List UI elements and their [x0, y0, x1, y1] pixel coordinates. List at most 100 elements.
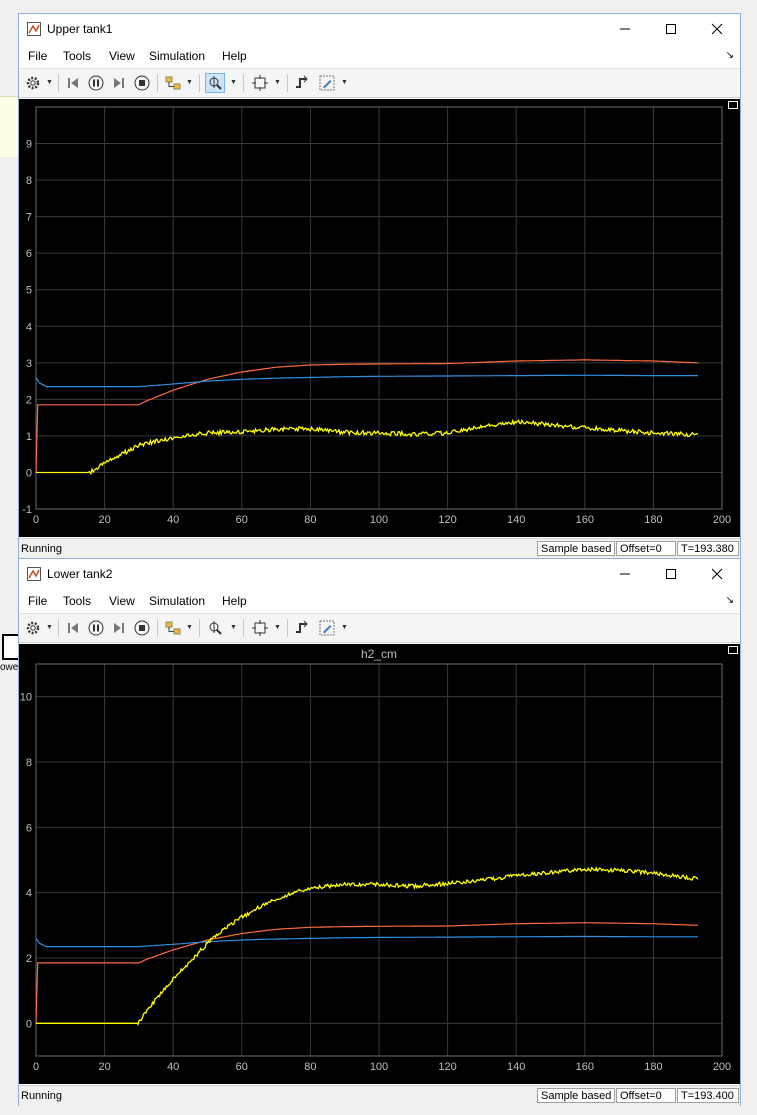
- background-model-block[interactable]: owe: [0, 630, 20, 678]
- zoom-button[interactable]: [205, 73, 225, 93]
- menu-tools[interactable]: Tools: [63, 49, 92, 63]
- settings-button[interactable]: [23, 73, 43, 93]
- menu-simulation[interactable]: Simulation: [149, 594, 206, 608]
- stop-icon: [134, 620, 150, 636]
- y-tick-label: 2: [26, 394, 32, 406]
- restore-layout-icon[interactable]: [728, 101, 738, 109]
- chevron-down-icon[interactable]: ▼: [186, 79, 193, 86]
- toolbar-separator: [58, 74, 59, 92]
- chevron-down-icon[interactable]: ▼: [341, 624, 348, 631]
- close-button[interactable]: [694, 14, 740, 44]
- stop-button[interactable]: [132, 73, 152, 93]
- triggers-button[interactable]: [292, 73, 312, 93]
- autoscale-button[interactable]: [250, 618, 270, 638]
- simulation-status: Running: [21, 1090, 62, 1102]
- chevron-down-icon[interactable]: ▼: [341, 79, 348, 86]
- toolbar-separator: [157, 74, 158, 92]
- chevron-down-icon[interactable]: ▼: [274, 79, 281, 86]
- window-title: Upper tank1: [47, 22, 113, 36]
- toolbar-separator: [243, 74, 244, 92]
- stop-button[interactable]: [132, 618, 152, 638]
- scope-app-icon: [27, 567, 41, 581]
- style-button[interactable]: [317, 618, 337, 638]
- plot-frame: [35, 106, 723, 510]
- y-tick-label: 10: [20, 692, 32, 704]
- maximize-button[interactable]: [648, 14, 694, 44]
- menu-help[interactable]: Help: [222, 594, 247, 608]
- minimize-button[interactable]: [602, 559, 648, 589]
- scope-plot-area[interactable]: 0 20 40 60 80 100 120 140 160 180 200 -1 0 1 2 3 4 5 6 7 8 9: [19, 99, 740, 537]
- chevron-down-icon[interactable]: ▼: [186, 624, 193, 631]
- menu-tools[interactable]: Tools: [63, 594, 92, 608]
- scope-plot-area[interactable]: h2_cm 0 20 40 60 80 100 120 140 160 180 200 0 2 4 6 8 10: [19, 644, 740, 1084]
- close-icon: [711, 568, 723, 580]
- close-button[interactable]: [694, 559, 740, 589]
- y-tick-label: 4: [26, 888, 32, 900]
- menu-bar: File Tools View Simulation Help ↘: [19, 44, 740, 68]
- y-tick-label: 1: [26, 431, 32, 443]
- sample-mode-indicator: Sample based: [537, 1088, 615, 1103]
- scope-app-icon: [27, 22, 41, 36]
- offset-indicator: Offset=0: [616, 1088, 676, 1103]
- y-tick-label: 6: [26, 248, 32, 260]
- chevron-down-icon[interactable]: ▼: [274, 624, 281, 631]
- restore-layout-icon[interactable]: [728, 646, 738, 654]
- toolbar-separator: [199, 74, 200, 92]
- x-tick-label: 40: [167, 1061, 179, 1073]
- menu-help[interactable]: Help: [222, 49, 247, 63]
- step-back-button[interactable]: [63, 73, 83, 93]
- toolbar-separator: [157, 619, 158, 637]
- triggers-button[interactable]: [292, 618, 312, 638]
- y-tick-label: 2: [26, 953, 32, 965]
- step-back-button[interactable]: [63, 618, 83, 638]
- autoscale-button[interactable]: [250, 73, 270, 93]
- title-bar[interactable]: Upper tank1: [19, 14, 740, 44]
- step-back-icon: [68, 623, 78, 633]
- toolbar-separator: [287, 74, 288, 92]
- menu-view[interactable]: View: [109, 49, 135, 63]
- x-tick-label: 40: [167, 514, 179, 526]
- gear-icon: [26, 621, 40, 635]
- menu-view[interactable]: View: [109, 594, 135, 608]
- minimize-button[interactable]: [602, 14, 648, 44]
- stop-icon: [134, 75, 150, 91]
- pause-button[interactable]: [86, 73, 106, 93]
- menu-simulation[interactable]: Simulation: [149, 49, 206, 63]
- menu-file[interactable]: File: [28, 594, 48, 608]
- window-title: Lower tank2: [47, 567, 113, 581]
- y-tick-label: 4: [26, 321, 32, 333]
- chevron-down-icon[interactable]: ▼: [46, 79, 53, 86]
- time-indicator: T=193.400: [677, 1088, 739, 1103]
- pencil-icon: [319, 620, 335, 636]
- y-tick-label: 5: [26, 285, 32, 297]
- scope-window-lower-tank[interactable]: Lower tank2 File Tools View Simulation H…: [18, 558, 741, 1106]
- highlight-block-button[interactable]: [163, 618, 183, 638]
- x-tick-label: 140: [507, 1061, 525, 1073]
- x-tick-label: 80: [304, 1061, 316, 1073]
- chevron-down-icon[interactable]: ▼: [230, 624, 237, 631]
- settings-button[interactable]: [23, 618, 43, 638]
- zoom-icon: [209, 76, 222, 90]
- menu-file[interactable]: File: [28, 49, 48, 63]
- pause-button[interactable]: [86, 618, 106, 638]
- scope-chart[interactable]: h2_cm 0 20 40 60 80 100 120 140 160 180 200 0 2 4 6 8 10: [19, 644, 740, 1084]
- menu-overflow-icon[interactable]: ↘: [725, 595, 734, 606]
- highlight-block-button[interactable]: [163, 73, 183, 93]
- x-tick-label: 180: [644, 1061, 662, 1073]
- chevron-down-icon[interactable]: ▼: [230, 79, 237, 86]
- maximize-button[interactable]: [648, 559, 694, 589]
- step-forward-button[interactable]: [109, 618, 129, 638]
- zoom-button[interactable]: [205, 618, 225, 638]
- minimize-icon: [620, 28, 630, 30]
- maximize-icon: [666, 569, 676, 579]
- scope-window-upper-tank[interactable]: Upper tank1 File Tools View Simulation H…: [18, 13, 741, 559]
- x-tick-label: 60: [236, 514, 248, 526]
- toolbar-separator: [58, 619, 59, 637]
- style-button[interactable]: [317, 73, 337, 93]
- x-tick-label: 200: [713, 1061, 731, 1073]
- chevron-down-icon[interactable]: ▼: [46, 624, 53, 631]
- title-bar[interactable]: Lower tank2: [19, 559, 740, 589]
- step-forward-button[interactable]: [109, 73, 129, 93]
- menu-overflow-icon[interactable]: ↘: [725, 50, 734, 61]
